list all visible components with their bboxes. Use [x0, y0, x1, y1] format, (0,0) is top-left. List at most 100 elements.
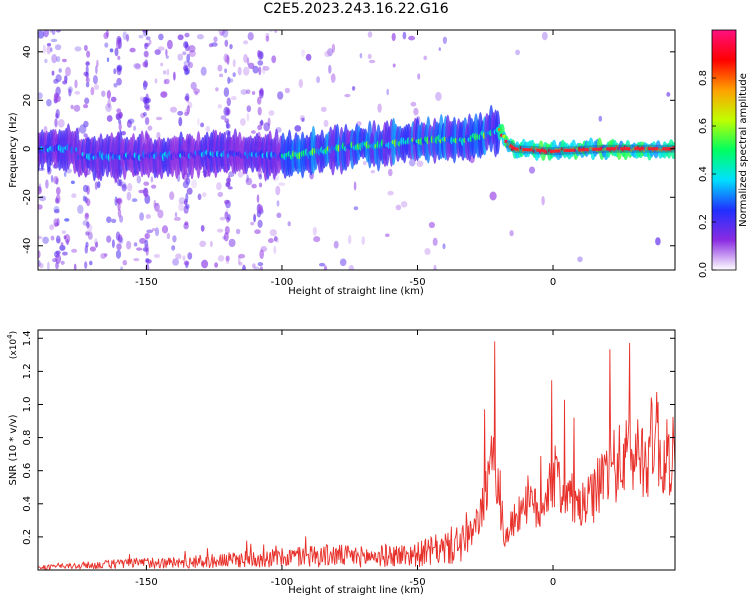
spectrogram-noise-blob — [320, 106, 327, 113]
spectrogram-noise-blob — [353, 206, 359, 211]
spectrogram-noise-blob — [89, 260, 93, 266]
spectrogram-noise-blob — [235, 228, 241, 235]
spectrogram-noise-blob — [64, 75, 68, 83]
spectrogram-noise-blob — [170, 106, 177, 113]
spectrogram-noise-blob — [442, 36, 447, 44]
spectrogram-noise-blob — [89, 246, 96, 252]
spectrogram-noise-blob — [541, 196, 545, 206]
spectrogram-noise-blob — [666, 92, 671, 97]
spectrogram-noise-blob — [305, 53, 312, 61]
spectrogram-streak-blob — [257, 124, 262, 131]
spectrogram-streak-blob — [84, 261, 88, 269]
spectrogram-noise-blob — [163, 79, 167, 85]
spectrogram-noise-blob — [38, 250, 41, 259]
spectrogram-noise-blob — [273, 236, 278, 242]
spectrogram-noise-blob — [126, 119, 132, 128]
spectrogram-streak-blob — [118, 119, 122, 124]
spectrogram-noise-blob — [246, 105, 252, 113]
spectrogram-streak-blob — [226, 55, 230, 65]
spectrogram-noise-blob — [509, 230, 514, 237]
spectrogram-noise-blob — [273, 245, 277, 254]
spectrogram-noise-blob — [262, 66, 270, 71]
spectrogram-noise-blob — [276, 237, 279, 244]
spectrogram-noise-blob — [163, 92, 168, 97]
spectrogram-streak-blob — [83, 133, 88, 138]
spectrogram-noise-blob — [145, 36, 151, 41]
spectrogram-noise-blob — [133, 242, 138, 247]
spectrogram-noise-blob — [107, 98, 111, 109]
spectrogram-noise-blob — [361, 236, 366, 246]
spectrogram-noise-blob — [428, 221, 435, 229]
spectrogram-noise-blob — [158, 33, 164, 41]
spectrogram-streak-blob — [56, 186, 61, 196]
spectrogram-streak-blob — [55, 250, 61, 255]
spectrogram-noise-blob — [42, 44, 47, 54]
figure-title: C2E5.2023.243.16.22.G16 — [263, 1, 449, 17]
spectrogram-streak-blob — [257, 96, 262, 105]
spectrogram-noise-blob — [146, 229, 154, 234]
spectrogram-noise-blob — [44, 58, 48, 64]
snr-ytick-label: 0.2 — [22, 529, 33, 545]
spectrogram-noise-blob — [276, 212, 282, 219]
spectrogram-noise-blob — [113, 82, 118, 88]
spectrogram-noise-blob — [126, 240, 132, 250]
spectrogram-noise-blob — [103, 32, 109, 40]
spectrogram-streak-blob — [226, 97, 231, 107]
spectrogram-noise-blob — [157, 46, 165, 51]
spectrogram-noise-blob — [413, 107, 419, 116]
spectrogram-noise-blob — [172, 235, 177, 243]
spectrogram-noise-blob — [178, 116, 183, 127]
colorbar-label: Normalized spectral amplitude — [738, 73, 749, 227]
spectrogram-noise-blob — [49, 30, 53, 33]
spectrogram-noise-blob — [58, 68, 62, 73]
spectrogram-noise-blob — [240, 89, 248, 95]
spectrogram-noise-blob — [106, 216, 112, 223]
spectrogram-noise-blob — [167, 39, 173, 50]
snr-xtick-label: 0 — [550, 577, 556, 588]
spectrogram-streak-blob — [85, 231, 90, 236]
spectrogram-noise-blob — [161, 225, 169, 234]
spectrogram-noise-blob — [155, 116, 163, 121]
spectrogram-noise-blob — [193, 88, 201, 94]
spectrogram-noise-blob — [47, 261, 50, 270]
spectrogram-noise-blob — [188, 45, 196, 53]
spectrogram-noise-blob — [106, 115, 113, 122]
spectrogram-streak-blob — [116, 64, 123, 71]
spectrogram-streak-blob — [85, 241, 89, 248]
spectrogram-noise-blob — [61, 58, 67, 63]
spectrogram-noise-blob — [131, 198, 138, 203]
spectrogram-streak-blob — [259, 266, 263, 270]
spectrogram-streak-blob — [257, 204, 263, 214]
spectrogram-noise-blob — [284, 87, 290, 94]
spectrogram-noise-blob — [213, 36, 218, 43]
spectrogram-streak-blob — [53, 218, 59, 228]
spectrogram-streak-blob — [183, 222, 189, 230]
spectrogram-noise-blob — [370, 170, 375, 174]
spectrogram-streak-blob — [142, 187, 148, 197]
spectrogram-noise-blob — [96, 181, 101, 189]
spectrogram-noise-blob — [416, 160, 424, 167]
spectrogram-noise-blob — [319, 262, 326, 267]
spectrogram-noise-blob — [231, 96, 237, 101]
spectrogram-noise-blob — [122, 259, 128, 266]
spectrogram-noise-blob — [196, 34, 204, 40]
spectrogram-xtick-label: -150 — [135, 277, 158, 288]
spectrogram-noise-blob — [215, 87, 219, 92]
spectrogram-noise-blob — [237, 255, 241, 265]
spectrogram-streak-blob — [183, 260, 190, 266]
spectrogram-noise-blob — [106, 57, 110, 62]
spectrogram-noise-blob — [188, 61, 193, 69]
spectrogram-noise-blob — [154, 202, 160, 212]
spectrogram-noise-blob — [400, 201, 408, 208]
spectrogram-noise-blob — [169, 191, 175, 201]
spectrogram-noise-blob — [250, 221, 255, 226]
spectrogram-noise-blob — [232, 72, 236, 78]
spectrogram-noise-blob — [182, 51, 187, 56]
spectrogram-noise-blob — [238, 261, 243, 266]
spectrogram-noise-blob — [114, 47, 119, 57]
spectrogram-noise-blob — [268, 110, 275, 116]
spectrogram-noise-blob — [191, 179, 198, 189]
spectrogram-noise-blob — [163, 70, 167, 75]
spectrogram-streak-blob — [143, 181, 150, 186]
spectrogram-streak-blob — [116, 108, 122, 113]
